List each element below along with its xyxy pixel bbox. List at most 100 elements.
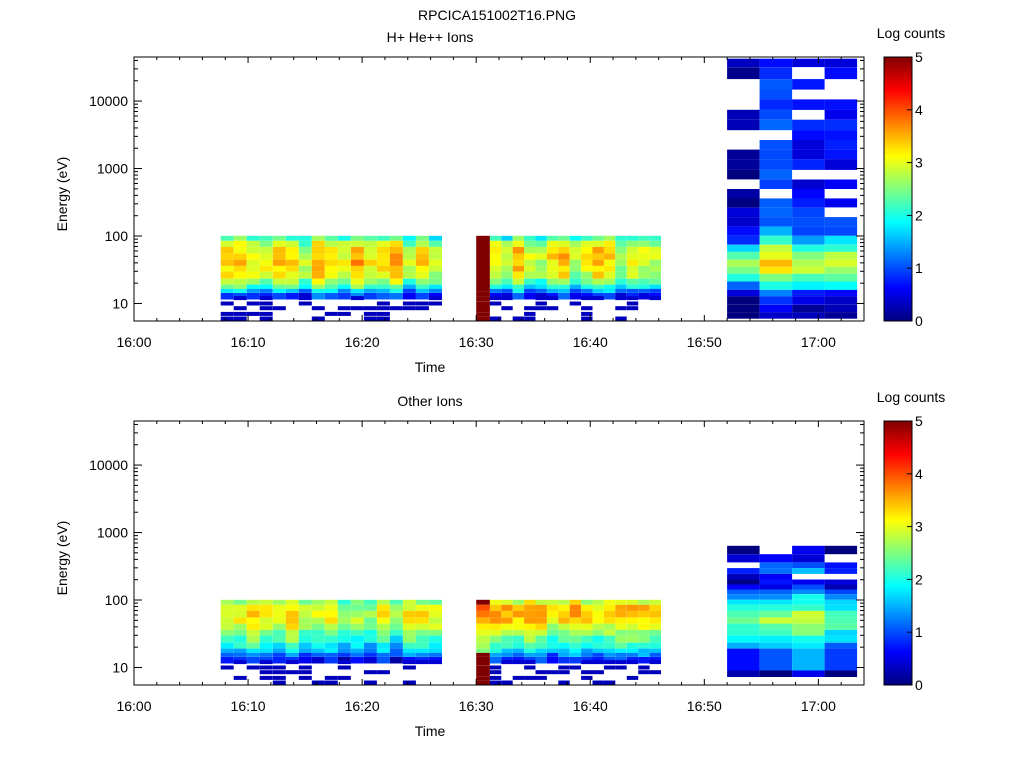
heatmap-cell (259, 610, 273, 618)
heatmap-cell (581, 265, 593, 272)
heatmap-cell (535, 648, 547, 653)
heatmap-cell (220, 665, 234, 670)
heatmap-cell (272, 610, 286, 618)
heatmap-cell (638, 648, 650, 653)
heatmap-cell (824, 604, 858, 611)
heatmap-cell (389, 306, 403, 311)
heatmap-cell (429, 265, 442, 272)
heatmap-cell (649, 271, 661, 279)
heatmap-cell (649, 617, 661, 624)
heatmap-cell (415, 306, 429, 311)
heatmap-cell (727, 594, 760, 600)
heatmap-cell (220, 253, 234, 260)
heatmap-cell (824, 312, 858, 319)
heatmap-cell (524, 629, 536, 636)
heatmap-cell (535, 284, 547, 289)
heatmap-cell (824, 568, 858, 574)
heatmap-cell (512, 629, 525, 636)
heatmap-cell (402, 253, 416, 260)
heatmap-cell (727, 198, 760, 208)
heatmap-cell (246, 617, 260, 624)
heatmap-cell (727, 623, 760, 630)
heatmap-cell (363, 278, 377, 285)
heatmap-cell (363, 316, 377, 321)
heatmap-cell (524, 246, 536, 254)
heatmap-cell (489, 301, 502, 306)
heatmap-cell (792, 99, 825, 110)
heatmap-cell (324, 604, 338, 611)
heatmap-cell (246, 604, 260, 611)
heatmap-cell (402, 271, 416, 279)
heatmap-cell (581, 253, 593, 260)
heatmap-cell (489, 278, 502, 285)
heatmap-cell (792, 130, 825, 140)
heatmap-cell (429, 629, 442, 636)
heatmap-cell (512, 648, 525, 653)
heatmap-cell (759, 159, 793, 170)
heatmap-cell (824, 623, 858, 630)
heatmap-cell (569, 278, 582, 285)
heatmap-cell (603, 271, 616, 279)
heatmap-cell (569, 246, 582, 254)
heatmap-cell (415, 259, 429, 266)
heatmap-cell (429, 610, 442, 618)
heatmap-cell (792, 140, 825, 150)
x-tick-label: 16:50 (687, 334, 722, 350)
heatmap-cell (220, 648, 234, 653)
colorbar-tick-label: 5 (915, 49, 923, 65)
heatmap-cell (524, 311, 536, 316)
heatmap-cell (759, 217, 793, 227)
heatmap-cell (792, 296, 825, 305)
heatmap-cell (626, 635, 639, 643)
heatmap-cell (727, 266, 760, 274)
heatmap-cell (311, 642, 325, 649)
heatmap-cell (246, 265, 260, 272)
heatmap-cell (324, 235, 338, 241)
heatmap-cell (824, 562, 858, 569)
heatmap-cell (824, 629, 858, 636)
heatmap-cell (524, 306, 536, 311)
heatmap-cell (402, 635, 416, 643)
panel-title: H+ He++ Ions (387, 29, 474, 45)
heatmap-cell (429, 240, 442, 247)
heatmap-cell (298, 240, 312, 247)
heatmap-cell (298, 629, 312, 636)
heatmap-cell (535, 296, 547, 301)
heatmap-cell (376, 657, 390, 664)
heatmap-cell (246, 235, 260, 241)
heatmap-cell (220, 610, 234, 618)
heatmap-cell (824, 251, 858, 260)
heatmap-cell (524, 617, 536, 624)
heatmap-cell (233, 246, 247, 254)
heatmap-cell (626, 259, 639, 266)
heatmap-cell (220, 657, 234, 664)
heatmap-cell (259, 629, 273, 636)
heatmap-cell (638, 240, 650, 247)
heatmap-cell (512, 642, 525, 649)
heatmap-cell (581, 246, 593, 254)
heatmap-cell (324, 657, 338, 664)
x-tick-label: 17:00 (801, 698, 836, 714)
heatmap-cell (337, 240, 351, 247)
heatmap-cell (824, 226, 858, 236)
heatmap-cell (581, 610, 593, 618)
heatmap-cell (311, 316, 325, 321)
heatmap-cell (546, 617, 559, 624)
heatmap-cell (615, 284, 627, 289)
heatmap-cell (476, 623, 490, 630)
heatmap-cell (759, 67, 793, 80)
heatmap-cell (759, 562, 793, 569)
heatmap-cell (501, 246, 513, 254)
heatmap-cell (524, 278, 536, 285)
heatmap-cell (233, 240, 247, 247)
heatmap-cell (350, 610, 364, 618)
heatmap-cell (626, 610, 639, 618)
heatmap-cell (376, 306, 390, 311)
heatmap-cell (615, 306, 627, 311)
heatmap-cell (285, 642, 299, 649)
heatmap-cell (298, 665, 312, 670)
heatmap-cell (512, 623, 525, 630)
heatmap-cell (824, 109, 858, 120)
heatmap-cell (759, 251, 793, 260)
heatmap-cell (376, 235, 390, 241)
